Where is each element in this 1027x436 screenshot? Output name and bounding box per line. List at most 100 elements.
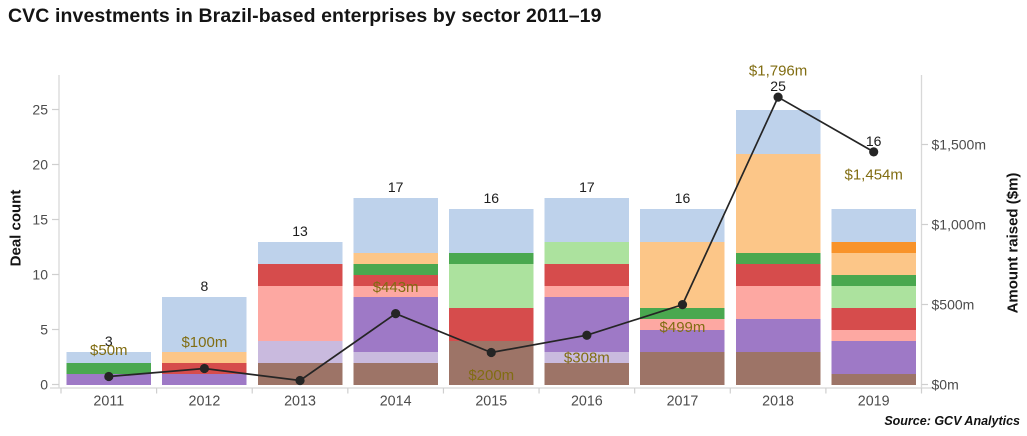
line-point-marker[interactable] bbox=[677, 300, 688, 310]
bar-segment-pink[interactable] bbox=[831, 330, 916, 342]
bar-segment-brown[interactable] bbox=[257, 363, 343, 386]
bar-segment-lightblue[interactable] bbox=[162, 297, 247, 353]
bar-segment-lightblue[interactable] bbox=[257, 242, 343, 265]
bar-total-label: 17 bbox=[579, 179, 595, 195]
bar-segment-brown[interactable] bbox=[353, 363, 438, 386]
left-axis-tick-label: 25 bbox=[32, 102, 48, 118]
bar-segment-darkgreen[interactable] bbox=[449, 253, 534, 265]
bar-segment-lavender[interactable] bbox=[353, 352, 438, 364]
line-point-marker[interactable] bbox=[486, 347, 496, 358]
amount-raised-label: $100m bbox=[181, 334, 227, 351]
amount-raised-label: $50m bbox=[90, 342, 128, 359]
right-axis-title: Amount raised ($m) bbox=[1004, 172, 1022, 314]
bar-segment-peach[interactable] bbox=[162, 352, 247, 364]
bar-segment-lavender[interactable] bbox=[257, 341, 343, 364]
line-point-marker[interactable] bbox=[391, 309, 401, 319]
right-axis-tick-label: $500m bbox=[932, 297, 975, 313]
x-axis-year-label: 2011 bbox=[93, 394, 124, 410]
bar-segment-red[interactable] bbox=[544, 264, 630, 287]
line-point-marker[interactable] bbox=[869, 147, 879, 157]
bar-segment-peach[interactable] bbox=[640, 242, 725, 309]
amount-raised-label: $1,454m bbox=[845, 166, 903, 183]
bar-segment-purple[interactable] bbox=[544, 297, 630, 353]
x-axis-year-label: 2018 bbox=[762, 394, 794, 410]
x-axis-year-label: 2019 bbox=[858, 394, 890, 410]
bar-segment-brown[interactable] bbox=[831, 374, 916, 386]
source-credit: Source: GCV Analytics bbox=[884, 414, 1020, 428]
bar-segment-purple[interactable] bbox=[353, 297, 438, 353]
bar-segment-darkgreen[interactable] bbox=[66, 363, 152, 375]
bar-segment-darkgreen[interactable] bbox=[353, 264, 438, 276]
bar-segment-purple[interactable] bbox=[735, 319, 821, 353]
bar-total-label: 16 bbox=[675, 190, 691, 206]
bar-total-label: 25 bbox=[770, 78, 786, 94]
bar-segment-pink[interactable] bbox=[544, 286, 630, 298]
bar-segment-peach[interactable] bbox=[831, 253, 916, 276]
bar-segment-lightgreen[interactable] bbox=[831, 286, 916, 309]
x-axis-year-label: 2012 bbox=[189, 394, 221, 410]
bar-total-label: 17 bbox=[388, 179, 404, 195]
x-axis-year-label: 2017 bbox=[667, 394, 699, 410]
bar-segment-lightgreen[interactable] bbox=[544, 242, 630, 265]
bar-segment-darkgreen[interactable] bbox=[640, 308, 725, 320]
bar-segment-lightblue[interactable] bbox=[831, 209, 916, 243]
bar-segment-lightblue[interactable] bbox=[640, 209, 725, 243]
amount-raised-label: $308m bbox=[564, 350, 610, 367]
bar-segment-lightgreen[interactable] bbox=[449, 264, 534, 309]
x-axis-year-label: 2015 bbox=[475, 394, 507, 410]
bar-segment-purple[interactable] bbox=[640, 330, 725, 353]
bar-segment-brown[interactable] bbox=[735, 352, 821, 386]
bar-segment-pink[interactable] bbox=[353, 286, 438, 298]
left-axis-tick-label: 5 bbox=[40, 322, 48, 338]
amount-raised-label: $499m bbox=[660, 319, 706, 336]
left-axis-tick-label: 15 bbox=[32, 212, 48, 228]
bar-segment-lightblue[interactable] bbox=[544, 198, 630, 243]
bar-segment-lightblue[interactable] bbox=[735, 110, 821, 155]
bar-segment-red[interactable] bbox=[831, 308, 916, 331]
bar-segment-pink[interactable] bbox=[735, 286, 821, 320]
bar-segment-brown[interactable] bbox=[640, 352, 725, 386]
bar-segment-purple[interactable] bbox=[162, 374, 247, 386]
x-axis-year-label: 2014 bbox=[380, 394, 412, 410]
bar-total-label: 16 bbox=[483, 190, 499, 206]
left-axis-tick-label: 20 bbox=[32, 157, 48, 173]
line-point-marker[interactable] bbox=[104, 371, 114, 382]
left-axis-title: Deal count bbox=[7, 189, 25, 267]
line-point-marker[interactable] bbox=[582, 330, 592, 340]
bar-segment-pink[interactable] bbox=[640, 319, 725, 331]
bar-segment-red[interactable] bbox=[735, 264, 821, 287]
bar-segment-peach[interactable] bbox=[353, 253, 438, 265]
bar-segment-darkgreen[interactable] bbox=[735, 253, 821, 265]
line-point-marker[interactable] bbox=[199, 363, 210, 374]
bar-total-label: 13 bbox=[292, 223, 308, 239]
left-axis-tick-label: 10 bbox=[32, 267, 48, 283]
bar-segment-orange[interactable] bbox=[831, 242, 916, 254]
bar-segment-red[interactable] bbox=[449, 308, 534, 342]
x-axis-year-label: 2013 bbox=[284, 394, 316, 410]
bar-segment-lavender[interactable] bbox=[544, 352, 630, 364]
bar-segment-purple[interactable] bbox=[831, 341, 916, 375]
bar-segment-lightblue[interactable] bbox=[449, 209, 534, 254]
bar-segment-brown[interactable] bbox=[544, 363, 630, 386]
bar-total-label: 8 bbox=[201, 278, 209, 294]
bar-segment-lightblue[interactable] bbox=[353, 198, 438, 254]
amount-raised-label: $1,796m bbox=[749, 63, 807, 80]
bar-segment-lightblue[interactable] bbox=[66, 352, 152, 364]
line-point-marker[interactable] bbox=[295, 375, 305, 386]
bar-segment-peach[interactable] bbox=[735, 154, 821, 254]
chart-title: CVC investments in Brazil-based enterpri… bbox=[8, 5, 602, 27]
bar-segment-red[interactable] bbox=[353, 275, 438, 287]
bar-segment-darkgreen[interactable] bbox=[831, 275, 916, 287]
x-axis-year-label: 2016 bbox=[571, 394, 603, 410]
bar-total-label: 3 bbox=[105, 333, 113, 349]
right-axis-tick-label: $1,500m bbox=[932, 137, 986, 153]
bar-segment-red[interactable] bbox=[257, 264, 343, 287]
line-point-marker[interactable] bbox=[773, 92, 783, 102]
left-axis-tick-label: 0 bbox=[40, 377, 48, 393]
right-axis-tick-label: $1,000m bbox=[932, 217, 986, 233]
right-axis-tick-label: $0m bbox=[932, 377, 959, 393]
bar-segment-pink[interactable] bbox=[257, 286, 343, 342]
amount-raised-label: $200m bbox=[468, 367, 514, 384]
